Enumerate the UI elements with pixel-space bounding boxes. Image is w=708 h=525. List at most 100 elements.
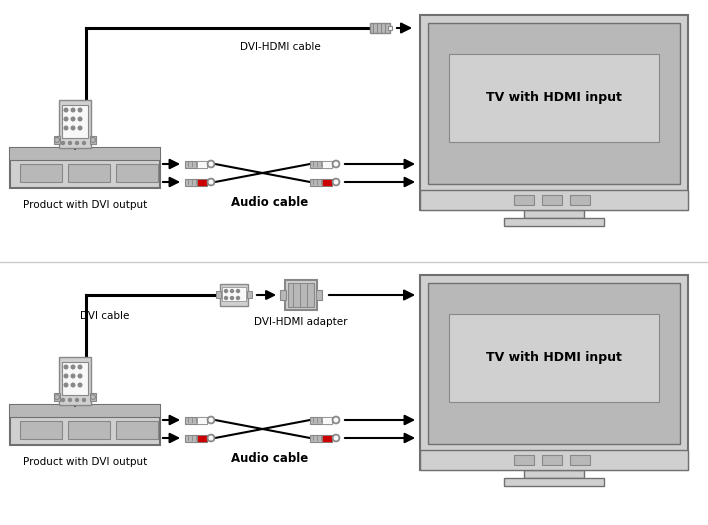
Bar bbox=[370, 23, 390, 33]
Circle shape bbox=[64, 365, 68, 369]
Circle shape bbox=[64, 117, 68, 121]
Bar bbox=[388, 26, 392, 30]
Circle shape bbox=[208, 417, 214, 423]
Bar bbox=[68, 421, 110, 439]
Bar bbox=[59, 100, 91, 148]
Text: TV with HDMI input: TV with HDMI input bbox=[486, 351, 622, 364]
Circle shape bbox=[236, 289, 239, 292]
Circle shape bbox=[64, 374, 68, 378]
Bar bbox=[570, 455, 590, 465]
Circle shape bbox=[224, 297, 227, 299]
Bar bbox=[310, 435, 332, 442]
Circle shape bbox=[64, 126, 68, 130]
Text: DVI-HDMI cable: DVI-HDMI cable bbox=[239, 42, 321, 52]
Bar bbox=[116, 164, 158, 182]
Circle shape bbox=[83, 142, 86, 144]
Text: Audio cable: Audio cable bbox=[232, 452, 309, 465]
Circle shape bbox=[62, 398, 64, 402]
Bar bbox=[197, 179, 207, 186]
Bar bbox=[288, 283, 314, 307]
Bar bbox=[428, 23, 680, 184]
Bar bbox=[62, 105, 88, 138]
Circle shape bbox=[333, 417, 338, 423]
Circle shape bbox=[231, 289, 234, 292]
Circle shape bbox=[78, 126, 82, 130]
Circle shape bbox=[72, 108, 75, 112]
Circle shape bbox=[231, 297, 234, 299]
Circle shape bbox=[78, 365, 82, 369]
Circle shape bbox=[332, 434, 340, 442]
Bar bbox=[220, 284, 248, 306]
Bar bbox=[542, 195, 562, 205]
Bar bbox=[570, 195, 590, 205]
Bar bbox=[420, 15, 688, 210]
Circle shape bbox=[208, 436, 214, 440]
Bar bbox=[90, 393, 96, 401]
Circle shape bbox=[208, 180, 214, 184]
Bar bbox=[322, 179, 332, 186]
Circle shape bbox=[64, 108, 68, 112]
Text: DVI cable: DVI cable bbox=[80, 311, 130, 321]
Bar bbox=[514, 195, 534, 205]
Text: Audio cable: Audio cable bbox=[232, 196, 309, 209]
Circle shape bbox=[332, 178, 340, 186]
Circle shape bbox=[72, 365, 75, 369]
Bar bbox=[90, 136, 96, 144]
Bar bbox=[20, 421, 62, 439]
Circle shape bbox=[72, 374, 75, 378]
Circle shape bbox=[72, 383, 75, 387]
Text: Product with DVI output: Product with DVI output bbox=[23, 457, 147, 467]
Circle shape bbox=[64, 383, 68, 387]
Bar bbox=[420, 450, 688, 470]
Circle shape bbox=[72, 126, 75, 130]
Text: Product with DVI output: Product with DVI output bbox=[23, 200, 147, 210]
Circle shape bbox=[78, 108, 82, 112]
Bar bbox=[322, 161, 332, 168]
Bar bbox=[310, 179, 332, 186]
Bar bbox=[542, 455, 562, 465]
Circle shape bbox=[332, 416, 340, 424]
Bar bbox=[504, 478, 604, 486]
Bar bbox=[54, 136, 60, 144]
Bar bbox=[420, 190, 688, 210]
Circle shape bbox=[69, 398, 72, 402]
Circle shape bbox=[83, 398, 86, 402]
Bar bbox=[116, 421, 158, 439]
Bar bbox=[68, 164, 110, 182]
Bar bbox=[62, 362, 88, 395]
Bar bbox=[185, 179, 207, 186]
Bar bbox=[310, 417, 332, 424]
Bar bbox=[185, 161, 207, 168]
Bar bbox=[316, 290, 322, 300]
Bar bbox=[524, 210, 584, 218]
Circle shape bbox=[76, 398, 79, 402]
Circle shape bbox=[207, 160, 215, 168]
Bar bbox=[20, 164, 62, 182]
Circle shape bbox=[208, 162, 214, 166]
Circle shape bbox=[224, 289, 227, 292]
Circle shape bbox=[332, 160, 340, 168]
Bar bbox=[285, 280, 317, 310]
Bar bbox=[524, 470, 584, 478]
Circle shape bbox=[207, 416, 215, 424]
Bar bbox=[59, 357, 91, 405]
Bar bbox=[514, 455, 534, 465]
Circle shape bbox=[333, 162, 338, 166]
Bar bbox=[10, 148, 160, 160]
Circle shape bbox=[72, 117, 75, 121]
Bar bbox=[10, 405, 160, 445]
Bar bbox=[428, 283, 680, 444]
Bar bbox=[310, 161, 332, 168]
Bar bbox=[222, 287, 246, 301]
Circle shape bbox=[207, 434, 215, 442]
Circle shape bbox=[76, 142, 79, 144]
Bar bbox=[197, 435, 207, 442]
Bar bbox=[504, 218, 604, 226]
Bar bbox=[280, 290, 286, 300]
Text: DVI-HDMI adapter: DVI-HDMI adapter bbox=[254, 317, 348, 327]
Circle shape bbox=[69, 142, 72, 144]
Bar bbox=[322, 417, 332, 424]
Circle shape bbox=[78, 383, 82, 387]
Circle shape bbox=[78, 117, 82, 121]
Bar bbox=[10, 148, 160, 188]
